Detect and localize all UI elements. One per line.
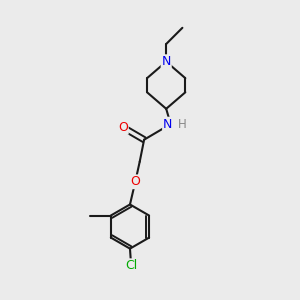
Text: N: N	[161, 55, 171, 68]
Text: O: O	[130, 175, 140, 188]
Text: N: N	[163, 118, 172, 130]
Text: O: O	[118, 121, 128, 134]
Text: Cl: Cl	[125, 259, 137, 272]
Text: H: H	[178, 118, 187, 130]
